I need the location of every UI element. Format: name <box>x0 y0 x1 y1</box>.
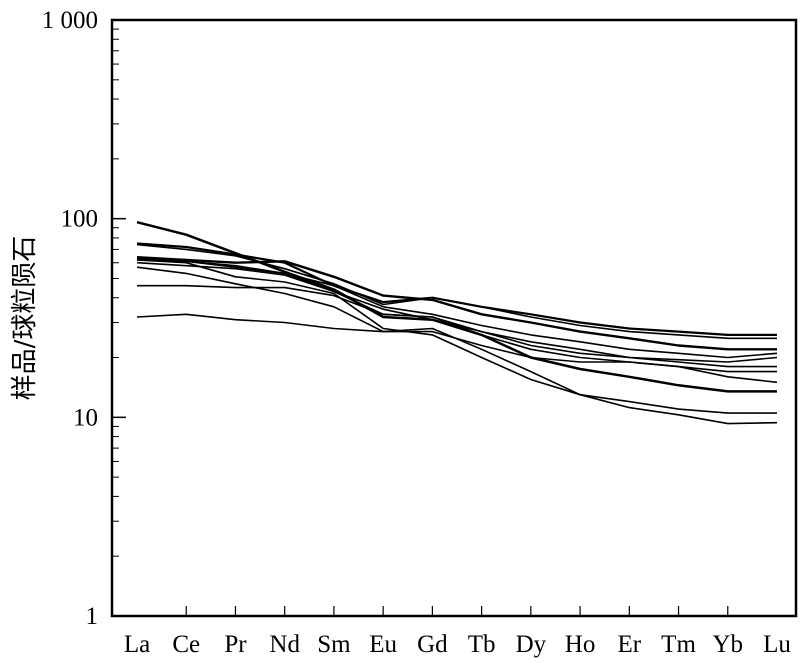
y-tick-label: 10 <box>73 404 98 431</box>
plot-frame <box>110 18 798 618</box>
x-tick-label: Dy <box>516 631 547 658</box>
series-line-6 <box>136 257 777 368</box>
series-line-2 <box>136 242 777 336</box>
series-line-10 <box>136 313 777 414</box>
x-tick-label: Eu <box>369 631 397 658</box>
x-tick-label: Ho <box>565 631 596 658</box>
y-tick-label: 100 <box>61 206 99 233</box>
x-tick-label: Gd <box>417 631 448 658</box>
series-line-3 <box>136 243 777 340</box>
y-tick-label: 1 000 <box>42 7 98 34</box>
series-line-11 <box>136 259 778 425</box>
x-tick-label: La <box>124 631 150 658</box>
x-tick-label: Lu <box>763 631 791 658</box>
y-axis: 1 10 100 1 000 <box>42 7 126 630</box>
x-tick-label: Tb <box>468 631 496 658</box>
y-axis-title: 样品/球粒陨石 <box>10 236 40 401</box>
series-line-4 <box>136 256 777 351</box>
series-layer <box>136 220 778 425</box>
x-tick-label: Yb <box>712 631 743 658</box>
y-tick-label: 1 <box>86 603 99 630</box>
x-tick-label: Er <box>618 631 642 658</box>
series-line-5 <box>136 259 778 359</box>
x-tick-label: Nd <box>269 631 300 658</box>
x-axis: La Ce Pr Nd Sm Eu Gd Tb Dy Ho Er Tm Yb Lu <box>124 606 791 658</box>
x-tick-label: Pr <box>224 631 247 658</box>
x-tick-label: Sm <box>317 631 351 658</box>
x-tick-label: Ce <box>172 631 200 658</box>
series-line-7 <box>136 261 778 363</box>
series-line-9 <box>137 284 777 373</box>
x-tick-label: Tm <box>661 631 696 658</box>
